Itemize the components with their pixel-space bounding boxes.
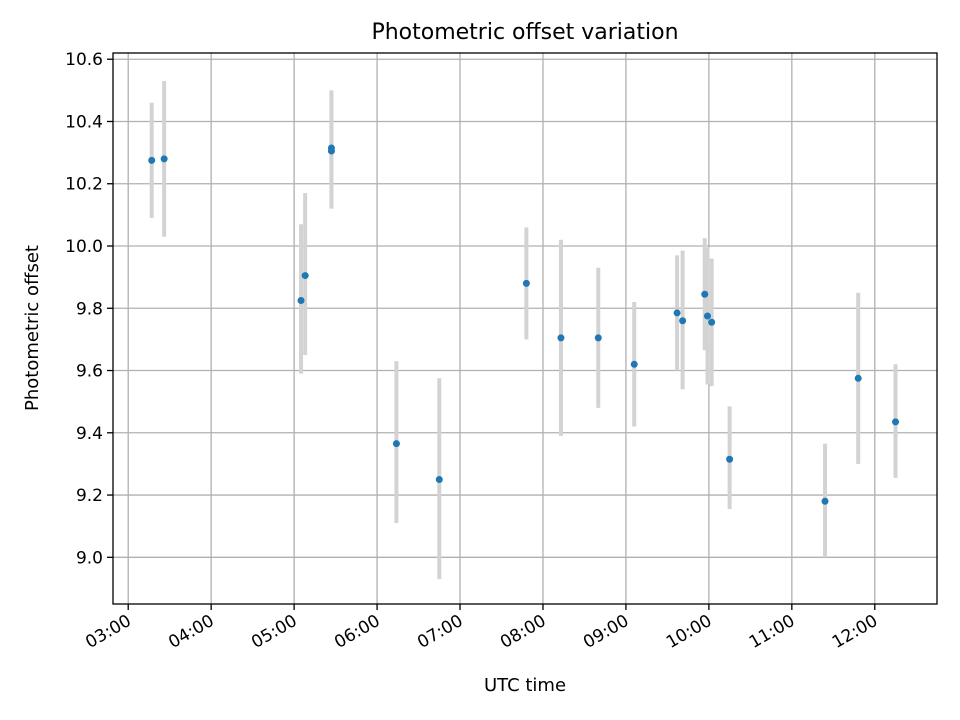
data-points xyxy=(148,144,900,505)
data-point xyxy=(594,334,602,342)
data-point xyxy=(708,318,716,326)
x-tick-label: 10:00 xyxy=(663,611,715,653)
data-point xyxy=(297,296,305,304)
data-point xyxy=(148,156,156,164)
error-bars xyxy=(149,81,898,580)
x-tick-label: 11:00 xyxy=(746,611,798,653)
data-point xyxy=(679,317,687,325)
data-point xyxy=(435,475,443,483)
y-axis-label: Photometric offset xyxy=(22,245,43,411)
x-tick-label: 03:00 xyxy=(82,611,134,653)
y-tick-label: 10.0 xyxy=(65,237,103,257)
x-tick-label: 08:00 xyxy=(497,611,549,653)
grid xyxy=(113,53,937,604)
x-axis-label: UTC time xyxy=(484,675,566,696)
data-point xyxy=(673,309,681,317)
y-axis: 9.0 9.2 9.4 9.6 9.8 10.0 10.2 10.4 10.6 xyxy=(65,50,113,568)
x-tick-label: 05:00 xyxy=(248,611,300,653)
x-tick-label: 07:00 xyxy=(414,611,466,653)
data-point xyxy=(557,334,565,342)
data-point xyxy=(854,374,862,382)
plot-frame xyxy=(112,52,938,605)
y-tick-label: 9.0 xyxy=(76,548,103,568)
x-tick-label: 06:00 xyxy=(331,611,383,653)
data-point xyxy=(392,440,400,448)
y-tick-label: 9.8 xyxy=(76,299,103,319)
y-tick-label: 9.6 xyxy=(76,362,103,382)
x-tick-label: 09:00 xyxy=(580,611,632,653)
data-point xyxy=(327,147,335,155)
data-point xyxy=(703,312,711,320)
y-tick-label: 9.2 xyxy=(76,486,103,506)
data-point xyxy=(522,279,530,287)
data-point xyxy=(892,418,900,426)
chart-title: Photometric offset variation xyxy=(371,20,678,45)
x-tick-label: 04:00 xyxy=(165,611,217,653)
data-point xyxy=(301,272,309,280)
data-point xyxy=(726,455,734,463)
data-point xyxy=(821,497,829,505)
data-point xyxy=(160,155,168,163)
x-tick-label: 12:00 xyxy=(829,611,881,653)
x-axis: 03:00 04:00 05:00 06:00 07:00 08:00 09:00 10:00… xyxy=(82,604,881,653)
data-point xyxy=(630,360,638,368)
data-point xyxy=(701,290,709,298)
y-tick-label: 10.6 xyxy=(65,50,103,70)
y-tick-label: 9.4 xyxy=(76,424,103,444)
y-tick-label: 10.2 xyxy=(65,175,103,195)
y-tick-label: 10.4 xyxy=(65,112,103,132)
